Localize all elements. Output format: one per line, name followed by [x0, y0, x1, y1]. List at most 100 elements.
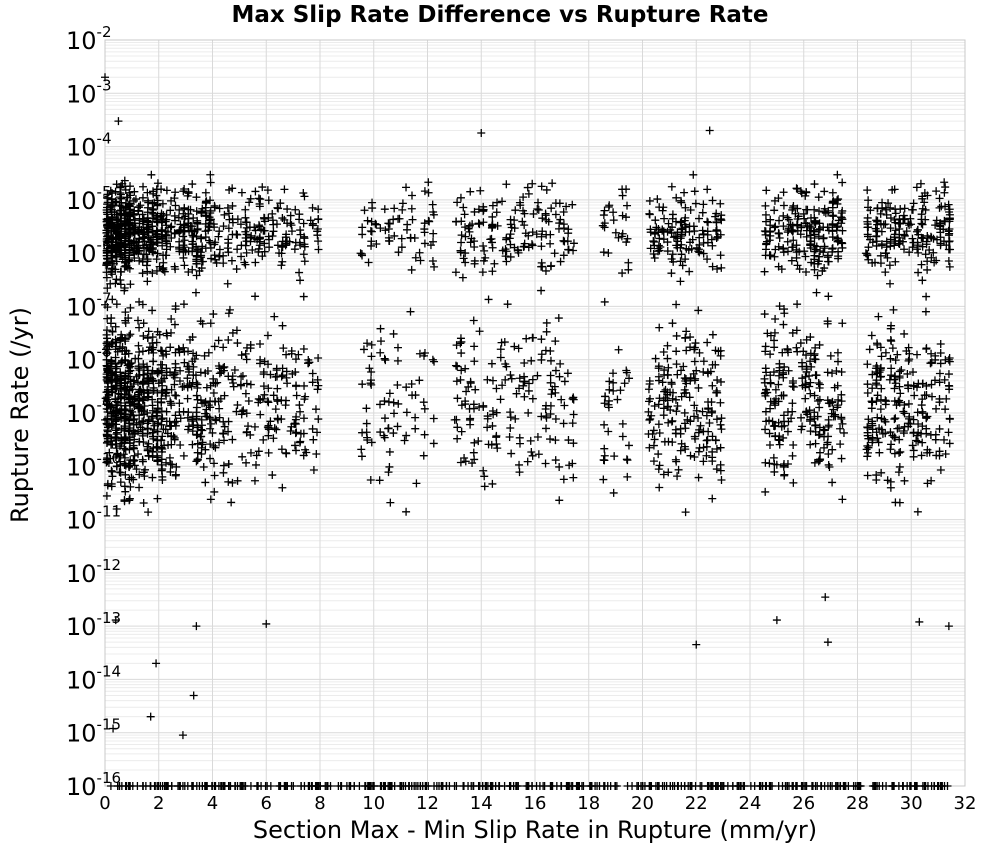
scatter-point	[774, 380, 783, 389]
scatter-point	[101, 73, 109, 82]
scatter-point	[787, 256, 796, 265]
x-tick-label: 18	[577, 793, 600, 814]
scatter-point	[283, 219, 292, 228]
scatter-point	[128, 430, 137, 439]
scatter-point	[914, 268, 923, 277]
scatter-point	[703, 217, 712, 226]
scatter-point	[176, 225, 185, 234]
scatter-point	[569, 246, 578, 255]
scatter-point	[573, 782, 582, 790]
scatter-point	[232, 407, 241, 416]
scatter-point	[912, 183, 921, 192]
scatter-point	[268, 232, 277, 241]
scatter-point	[254, 394, 263, 403]
scatter-point	[593, 782, 602, 790]
scatter-point	[127, 473, 136, 482]
scatter-point	[876, 259, 885, 268]
scatter-point	[837, 390, 846, 399]
scatter-point	[871, 224, 880, 233]
scatter-point	[650, 253, 659, 262]
scatter-point	[429, 439, 438, 448]
scatter-point	[807, 258, 816, 267]
scatter-point	[430, 262, 439, 271]
scatter-point	[116, 231, 125, 240]
scatter-point	[167, 196, 176, 205]
scatter-point	[797, 413, 806, 422]
scatter-point	[609, 488, 618, 497]
scatter-point	[771, 385, 780, 394]
scatter-point	[411, 424, 420, 433]
scatter-point	[690, 452, 699, 461]
scatter-point	[766, 397, 775, 406]
scatter-point	[789, 478, 798, 487]
scatter-point	[238, 371, 247, 380]
scatter-point	[940, 435, 949, 444]
scatter-point	[705, 418, 714, 427]
scatter-point	[775, 436, 784, 445]
scatter-point	[913, 225, 922, 234]
scatter-point	[245, 198, 254, 207]
scatter-point	[935, 378, 944, 387]
scatter-point	[872, 237, 881, 246]
scatter-point	[502, 233, 511, 242]
scatter-point	[814, 379, 823, 388]
scatter-point	[424, 178, 433, 187]
scatter-point	[178, 383, 187, 392]
scatter-point	[655, 234, 664, 243]
scatter-point	[129, 443, 138, 452]
x-tick-label: 14	[470, 793, 493, 814]
scatter-point	[673, 472, 682, 481]
scatter-point	[203, 412, 212, 421]
scatter-point	[346, 782, 355, 790]
scatter-point	[265, 243, 274, 252]
scatter-point	[225, 185, 234, 194]
scatter-point	[890, 384, 899, 393]
scatter-point	[215, 204, 224, 213]
scatter-point	[299, 345, 308, 354]
scatter-point	[569, 239, 578, 248]
scatter-point	[232, 265, 241, 274]
scatter-point	[197, 233, 206, 242]
scatter-point	[232, 326, 241, 335]
scatter-point	[246, 782, 255, 790]
scatter-point	[875, 424, 884, 433]
scatter-point	[143, 445, 152, 454]
scatter-point	[546, 409, 555, 418]
scatter-point	[278, 371, 287, 380]
scatter-point	[171, 216, 180, 225]
scatter-point	[569, 410, 578, 419]
scatter-point	[143, 374, 152, 383]
scatter-point	[282, 230, 291, 239]
scatter-point	[461, 400, 470, 409]
scatter-point	[935, 424, 944, 433]
scatter-point	[191, 371, 200, 380]
scatter-point	[783, 247, 792, 256]
scatter-point	[103, 210, 112, 219]
scatter-point	[241, 213, 250, 222]
scatter-point	[599, 211, 608, 220]
scatter-point	[668, 250, 677, 259]
scatter-point	[546, 378, 555, 387]
scatter-point	[514, 344, 523, 353]
scatter-point	[712, 227, 721, 236]
scatter-point	[940, 178, 949, 187]
scatter-point	[408, 391, 417, 400]
scatter-point	[492, 208, 501, 217]
scatter-point	[144, 508, 153, 517]
scatter-point	[210, 397, 219, 406]
scatter-point	[461, 258, 470, 267]
scatter-point	[797, 782, 806, 790]
scatter-point	[393, 422, 402, 431]
scatter-point	[216, 394, 225, 403]
scatter-point	[668, 210, 677, 219]
scatter-point	[699, 457, 708, 466]
scatter-point	[130, 253, 139, 262]
scatter-point	[115, 193, 124, 202]
scatter-point	[492, 439, 501, 448]
scatter-point	[673, 401, 682, 410]
scatter-point	[291, 355, 300, 364]
scatter-point	[121, 470, 130, 479]
scatter-point	[667, 378, 676, 387]
scatter-point	[878, 198, 887, 207]
scatter-point	[121, 409, 130, 418]
